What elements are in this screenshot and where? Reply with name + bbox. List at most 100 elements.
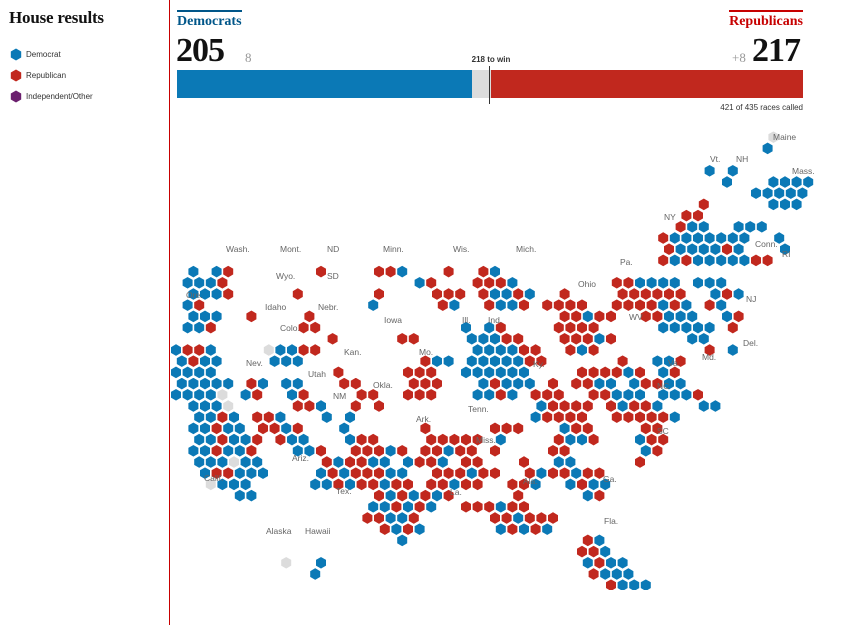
district-hex[interactable] — [755, 219, 769, 234]
district-hex[interactable] — [465, 354, 478, 369]
district-hex[interactable] — [796, 186, 809, 201]
district-hex[interactable] — [743, 219, 757, 234]
district-hex[interactable] — [604, 555, 618, 570]
district-hex[interactable] — [651, 421, 664, 436]
district-hex[interactable] — [262, 410, 276, 425]
district-hex[interactable] — [367, 432, 380, 447]
district-hex[interactable] — [494, 499, 507, 514]
district-hex[interactable] — [639, 578, 652, 590]
district-hex[interactable] — [575, 365, 589, 380]
district-hex[interactable] — [662, 286, 676, 302]
district-hex[interactable] — [454, 466, 467, 481]
district-hex[interactable] — [279, 555, 293, 570]
district-hex[interactable] — [558, 466, 571, 481]
district-hex[interactable] — [732, 309, 745, 324]
district-hex[interactable] — [465, 466, 478, 481]
district-hex[interactable] — [459, 499, 473, 514]
district-hex[interactable] — [338, 376, 351, 391]
district-hex[interactable] — [494, 387, 507, 402]
district-hex[interactable] — [639, 443, 652, 458]
district-hex[interactable] — [216, 387, 229, 402]
district-hex[interactable] — [610, 365, 623, 380]
district-hex[interactable] — [297, 432, 310, 447]
district-hex[interactable] — [488, 510, 502, 526]
district-hex[interactable] — [564, 410, 577, 425]
district-hex[interactable] — [761, 186, 774, 201]
district-hex[interactable] — [523, 286, 536, 302]
district-hex[interactable] — [419, 443, 432, 458]
district-hex[interactable] — [587, 432, 600, 447]
district-hex[interactable] — [303, 398, 316, 414]
district-hex[interactable] — [587, 342, 600, 358]
district-hex[interactable] — [198, 398, 212, 414]
district-hex[interactable] — [541, 387, 554, 402]
district-hex[interactable] — [483, 298, 496, 313]
district-hex[interactable] — [210, 309, 223, 324]
district-hex[interactable] — [541, 410, 554, 425]
district-hex[interactable] — [459, 365, 473, 380]
district-hex[interactable] — [523, 376, 536, 391]
district-hex[interactable] — [581, 331, 594, 346]
district-hex[interactable] — [651, 309, 664, 324]
district-hex[interactable] — [268, 421, 281, 436]
district-hex[interactable] — [454, 286, 467, 302]
district-hex[interactable] — [320, 410, 333, 425]
district-hex[interactable] — [593, 309, 606, 324]
district-hex[interactable] — [170, 342, 183, 358]
district-hex[interactable] — [674, 242, 687, 257]
district-hex[interactable] — [256, 376, 270, 391]
district-hex[interactable] — [512, 331, 525, 346]
district-hex[interactable] — [633, 298, 647, 313]
district-hex[interactable] — [419, 421, 432, 436]
district-hex[interactable] — [558, 286, 571, 302]
district-hex[interactable] — [291, 376, 304, 391]
district-hex[interactable] — [604, 309, 618, 324]
district-hex[interactable] — [645, 275, 658, 290]
district-hex[interactable] — [517, 499, 531, 514]
district-hex[interactable] — [680, 230, 693, 246]
district-hex[interactable] — [622, 275, 635, 290]
district-hex[interactable] — [198, 376, 212, 391]
district-hex[interactable] — [355, 387, 368, 402]
district-hex[interactable] — [407, 331, 420, 346]
district-hex[interactable] — [616, 354, 629, 369]
district-hex[interactable] — [245, 309, 258, 324]
district-hex[interactable] — [674, 219, 687, 234]
district-hex[interactable] — [367, 298, 380, 313]
district-hex[interactable] — [668, 230, 681, 246]
district-hex[interactable] — [500, 331, 513, 346]
district-hex[interactable] — [396, 466, 409, 481]
district-hex[interactable] — [622, 387, 635, 402]
district-hex[interactable] — [691, 230, 705, 246]
district-hex[interactable] — [245, 443, 258, 458]
district-hex[interactable] — [314, 398, 328, 414]
district-hex[interactable] — [714, 253, 728, 268]
district-hex[interactable] — [314, 466, 328, 481]
district-hex[interactable] — [430, 443, 444, 458]
district-hex[interactable] — [372, 286, 386, 302]
district-hex[interactable] — [599, 365, 612, 380]
district-hex[interactable] — [204, 387, 218, 402]
district-hex[interactable] — [529, 522, 542, 537]
district-hex[interactable] — [210, 421, 223, 436]
district-hex[interactable] — [506, 477, 519, 492]
district-hex[interactable] — [674, 309, 687, 324]
district-hex[interactable] — [726, 320, 740, 335]
district-hex[interactable] — [593, 466, 606, 481]
district-hex[interactable] — [448, 432, 461, 447]
district-hex[interactable] — [204, 454, 218, 470]
district-hex[interactable] — [610, 387, 623, 402]
district-hex[interactable] — [285, 342, 299, 358]
district-hex[interactable] — [309, 320, 322, 335]
district-hex[interactable] — [517, 298, 531, 313]
district-hex[interactable] — [703, 253, 716, 268]
district-hex[interactable] — [633, 387, 647, 402]
district-hex[interactable] — [581, 421, 594, 436]
district-hex[interactable] — [680, 253, 693, 268]
district-hex[interactable] — [587, 387, 600, 402]
district-hex[interactable] — [790, 197, 803, 212]
district-hex[interactable] — [221, 398, 235, 414]
district-hex[interactable] — [314, 264, 328, 279]
district-hex[interactable] — [419, 376, 432, 391]
district-hex[interactable] — [610, 566, 623, 582]
